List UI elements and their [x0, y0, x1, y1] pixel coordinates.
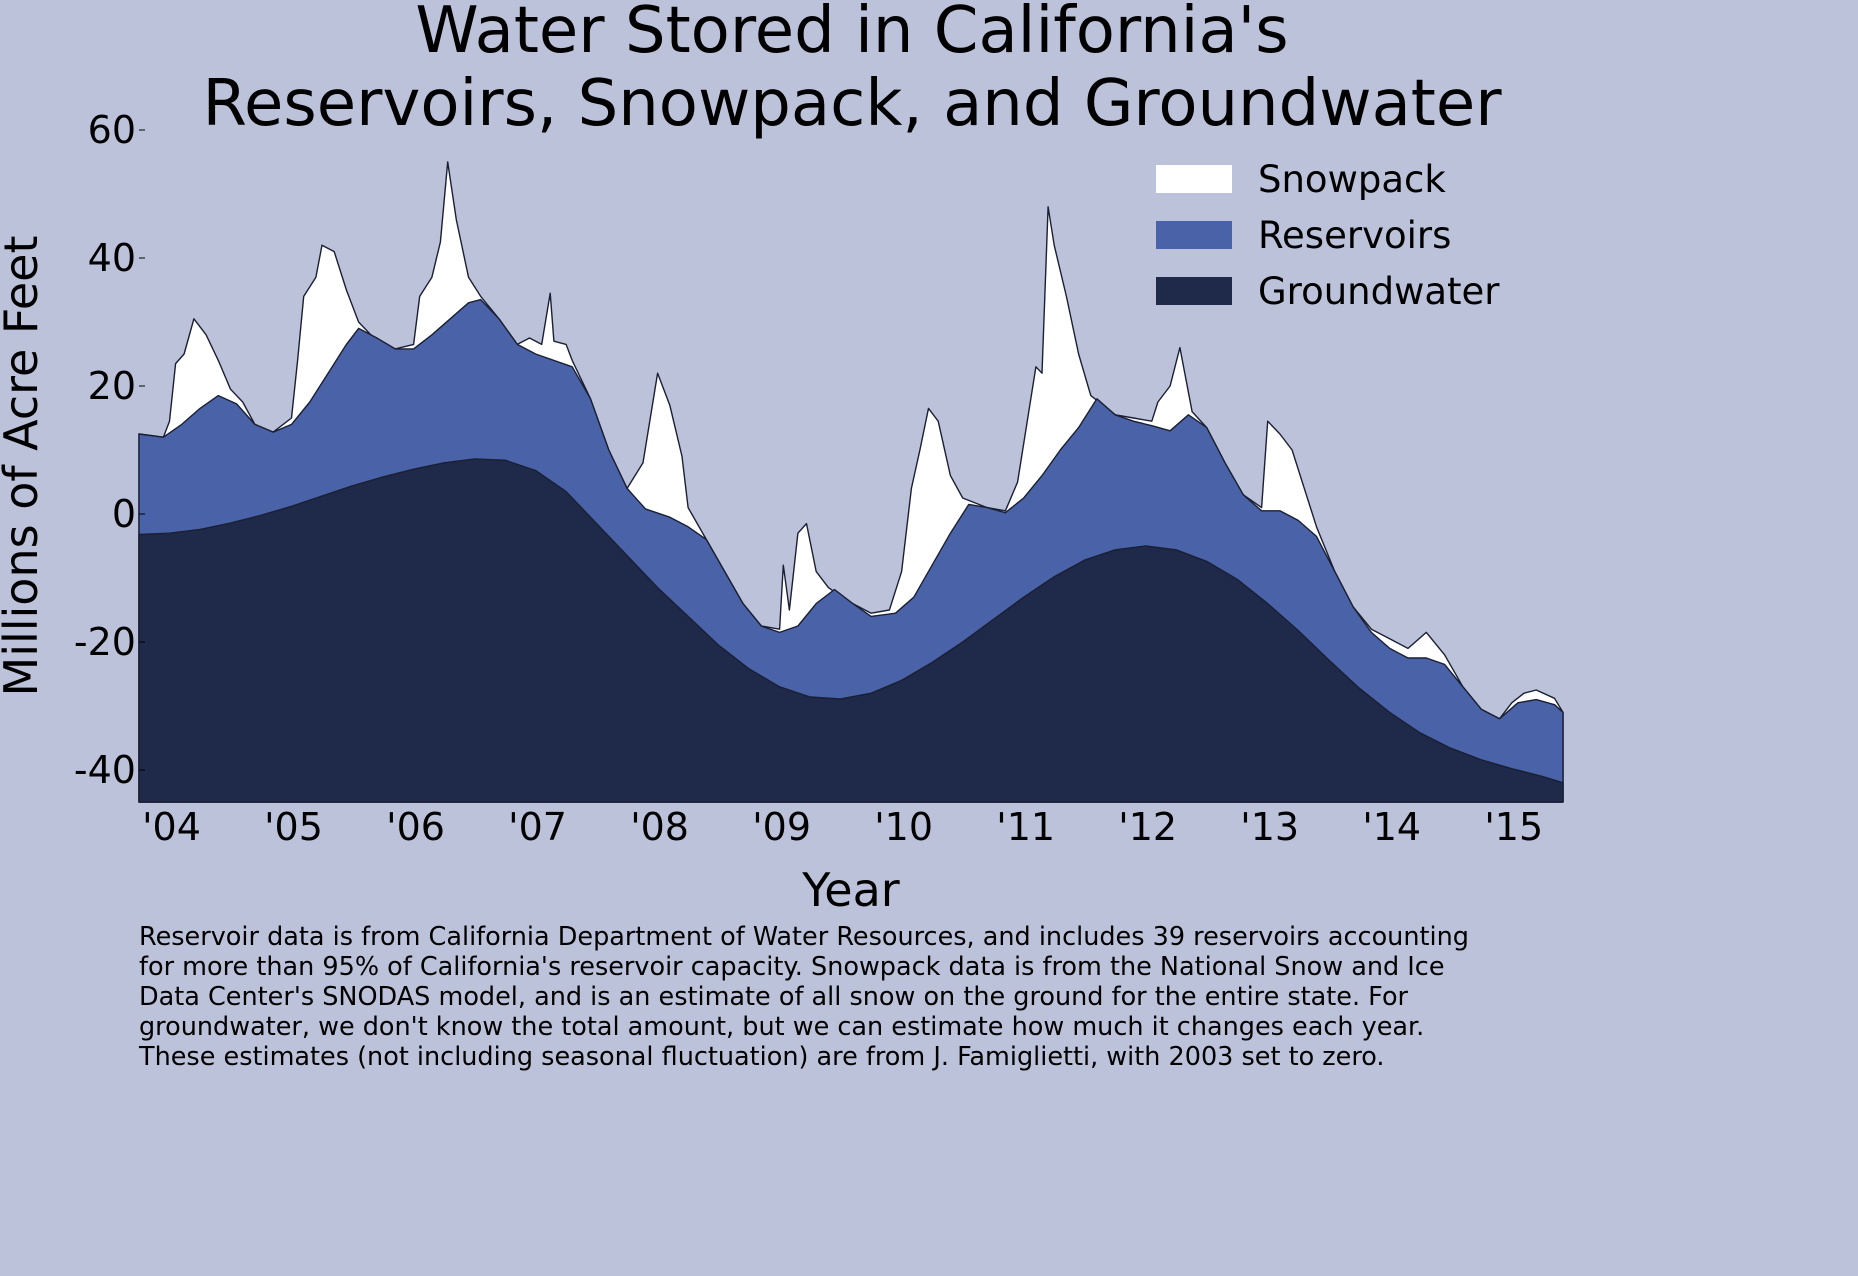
footnote-line: for more than 95% of California's reserv… — [139, 952, 1445, 982]
x-tick-label: '04 — [142, 805, 201, 849]
x-axis: '04 '05 '06 '07 '08 '09 '10 '11 '12 '13 '14 '15 — [142, 805, 1543, 849]
area-groundwater — [138, 458, 1564, 803]
footnote-line: groundwater, we don't know the total amo… — [139, 1012, 1425, 1042]
source-footnote: Reservoir data is from California Depart… — [139, 922, 1549, 1072]
footnote-line: Data Center's SNODAS model, and is an es… — [139, 982, 1409, 1012]
x-tick-label: '07 — [508, 805, 567, 849]
legend-label-groundwater: Groundwater — [1258, 270, 1500, 313]
chart-title-line-1: Water Stored in California's — [415, 0, 1288, 68]
legend-swatch-groundwater — [1156, 277, 1232, 305]
x-tick-label: '10 — [874, 805, 933, 849]
x-tick-label: '09 — [752, 805, 811, 849]
legend-swatch-reservoirs — [1156, 221, 1232, 249]
x-tick-label: '15 — [1484, 805, 1543, 849]
water-storage-chart: Water Stored in California's Reservoirs,… — [0, 0, 1564, 917]
x-tick-label: '05 — [264, 805, 323, 849]
x-tick-label: '14 — [1362, 805, 1421, 849]
x-tick-label: '12 — [1118, 805, 1177, 849]
y-axis: 60 40 20 0 -20 -40 — [74, 108, 145, 792]
y-tick-label: 0 — [112, 492, 136, 536]
y-tick-label: 40 — [88, 236, 136, 280]
legend-label-snowpack: Snowpack — [1258, 158, 1446, 201]
x-tick-label: '13 — [1240, 805, 1299, 849]
footnote-line: Reservoir data is from California Depart… — [139, 922, 1469, 952]
x-tick-label: '11 — [996, 805, 1055, 849]
y-tick-label: 60 — [88, 108, 136, 152]
y-tick-label: 20 — [88, 364, 136, 408]
footnote-line: These estimates (not including seasonal … — [139, 1042, 1385, 1072]
x-axis-label: Year — [801, 863, 899, 917]
y-tick-label: -20 — [74, 620, 136, 664]
y-tick-label: -40 — [74, 748, 136, 792]
legend-label-reservoirs: Reservoirs — [1258, 214, 1451, 257]
legend-swatch-snowpack — [1156, 165, 1232, 193]
x-tick-label: '08 — [630, 805, 689, 849]
legend: Snowpack Reservoirs Groundwater — [1156, 158, 1500, 313]
plot-area — [138, 161, 1564, 803]
chart-title-line-2: Reservoirs, Snowpack, and Groundwater — [202, 67, 1502, 141]
x-tick-label: '06 — [386, 805, 445, 849]
y-axis-label: Millions of Acre Feet — [0, 235, 48, 696]
